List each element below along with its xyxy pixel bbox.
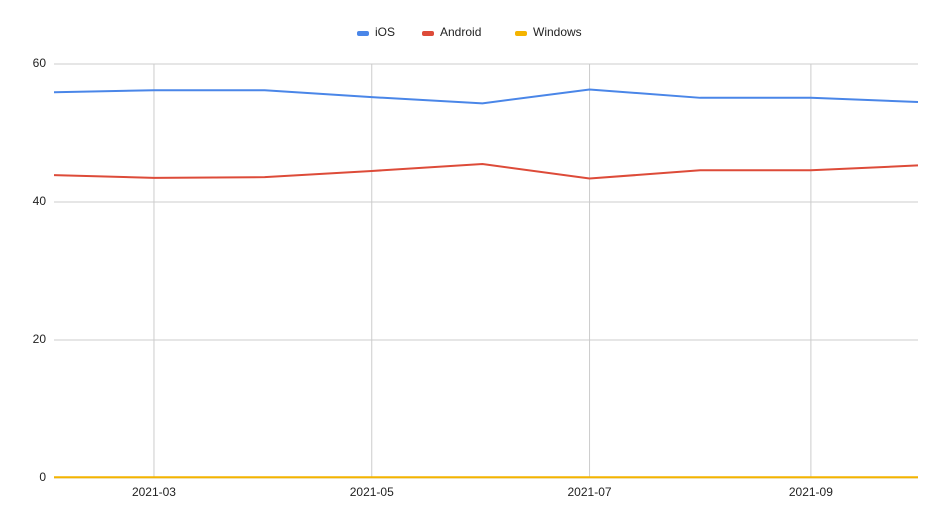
legend-swatch [422,31,434,36]
y-tick-label: 40 [33,194,47,208]
x-tick-label: 2021-03 [132,485,176,499]
x-tick-label: 2021-05 [350,485,394,499]
y-tick-label: 20 [33,332,47,346]
legend-label: Windows [533,25,582,39]
x-tick-label: 2021-09 [789,485,833,499]
x-tick-label: 2021-07 [568,485,612,499]
series-line [53,88,919,105]
y-tick-label: 60 [33,56,47,70]
legend-label: Android [440,25,481,39]
legend-swatch [515,31,527,36]
legend-label: iOS [375,25,395,39]
legend-swatch [357,31,369,36]
series-line [53,163,919,180]
y-tick-label: 0 [39,470,46,484]
